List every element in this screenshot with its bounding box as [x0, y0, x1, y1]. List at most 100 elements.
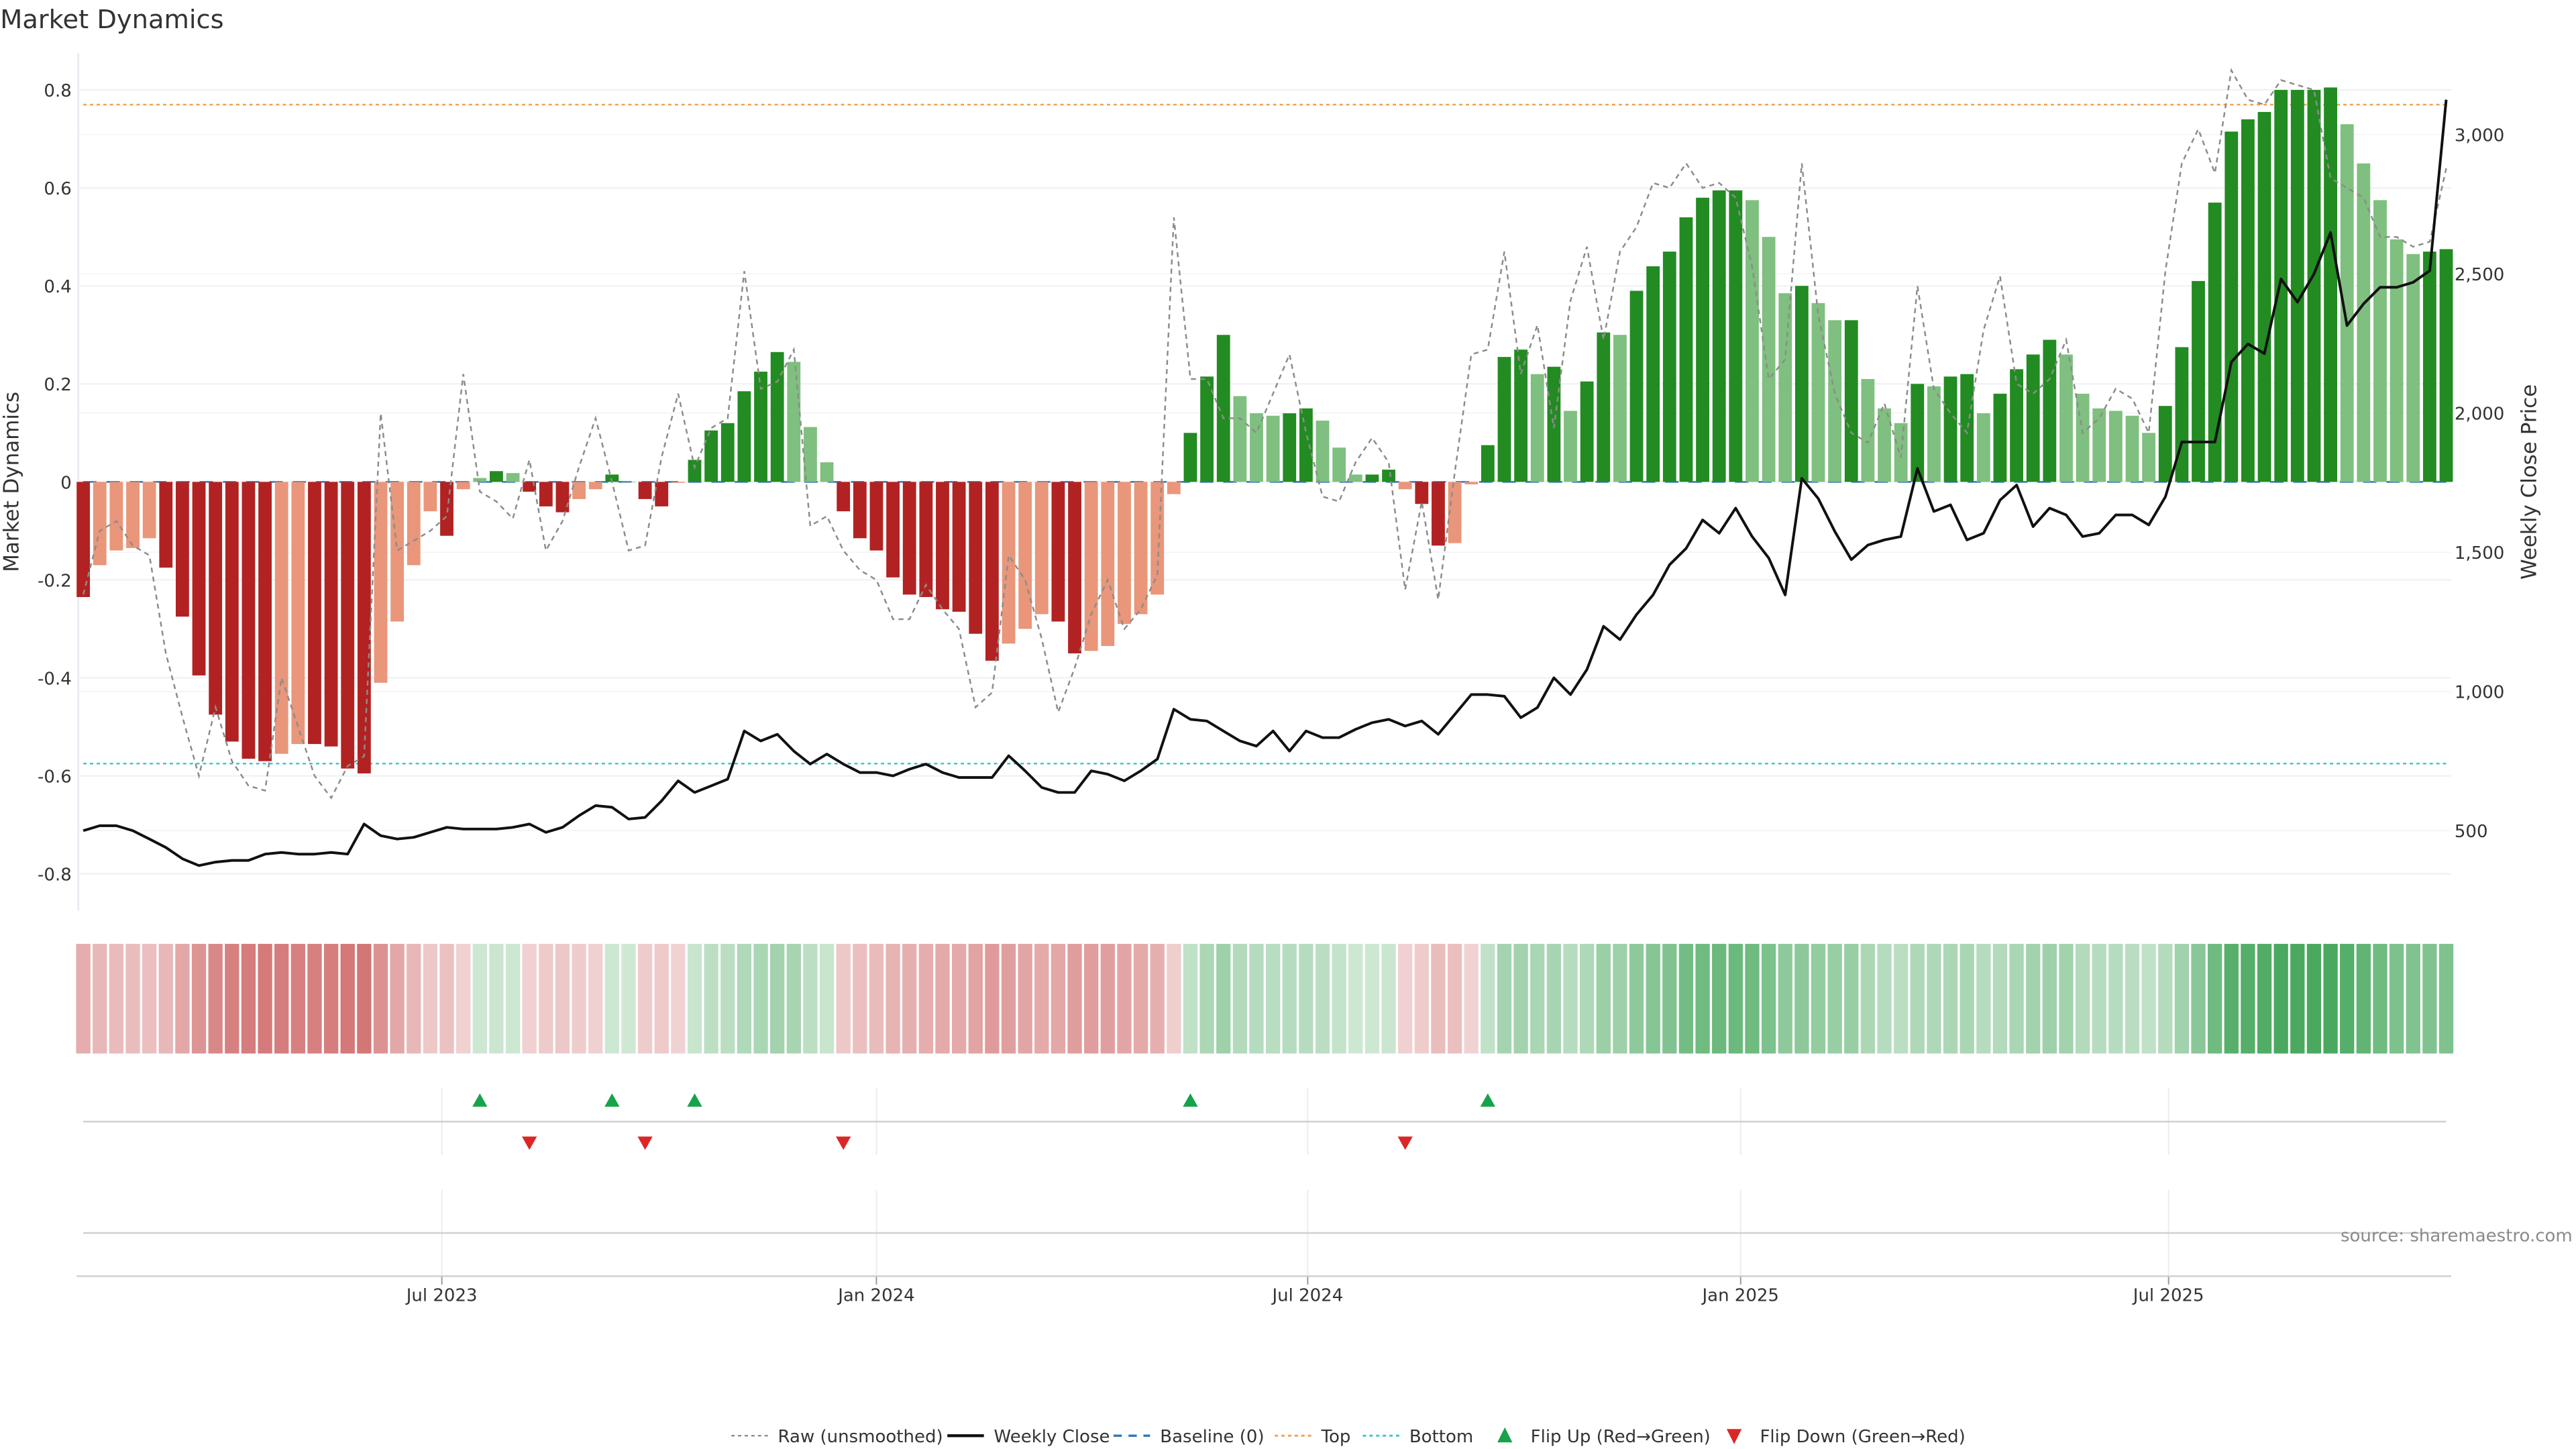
bar [2175, 347, 2189, 482]
heatmap-cell [1414, 943, 1429, 1054]
heatmap-cell [76, 943, 91, 1054]
bar [2108, 411, 2123, 482]
bar [605, 474, 619, 482]
heatmap-cell [2092, 943, 2106, 1054]
bar [341, 482, 355, 769]
bar [1861, 378, 1875, 482]
heatmap-cell [1695, 943, 1710, 1054]
raw-unsmoothed-line [82, 68, 2447, 800]
flip-up-marker [1183, 1093, 1198, 1107]
bar [2422, 252, 2436, 482]
y-tick-label: -0.6 [38, 767, 72, 787]
heatmap-cell [1976, 943, 1991, 1054]
flip-up-marker [1480, 1093, 1496, 1107]
bar [1878, 408, 1891, 482]
heatmap-cell [1563, 943, 1578, 1054]
legend-label: Bottom [1409, 1427, 1473, 1447]
heatmap-cell [1811, 943, 1826, 1054]
heatmap-cell [1513, 943, 1528, 1054]
bar [1051, 482, 1065, 622]
heatmap-cell [654, 943, 669, 1054]
heatmap-cell [2406, 943, 2420, 1054]
bar [2192, 280, 2205, 482]
heatmap-cell [390, 943, 405, 1054]
heatmap-cell [1084, 943, 1099, 1054]
bar [2373, 200, 2387, 482]
heatmap-cell [1133, 943, 1148, 1054]
heatmap-cell [1497, 943, 1512, 1054]
heatmap-cell [1877, 943, 1892, 1054]
bar [1002, 482, 1016, 644]
heatmap-cell [1530, 943, 1545, 1054]
heatmap-cell [1662, 943, 1677, 1054]
bar [2224, 131, 2239, 482]
heatmap-cell [1150, 943, 1165, 1054]
heatmap-cell [1794, 943, 1809, 1054]
bar [902, 482, 916, 595]
bar [952, 482, 966, 612]
bar [1497, 357, 1511, 482]
bar [1432, 482, 1445, 546]
heatmap-cell [1761, 943, 1776, 1054]
heatmap-cell [93, 943, 107, 1054]
bar [1481, 445, 1495, 482]
heatmap-cell [1910, 943, 1925, 1054]
heatmap-cell [687, 943, 702, 1054]
bar [159, 482, 173, 568]
bar [720, 423, 735, 482]
heatmap-cell [753, 943, 768, 1054]
heatmap-cell [1481, 943, 1495, 1054]
legend-label: Flip Up (Red→Green) [1531, 1427, 1711, 1447]
heatmap-cell [704, 943, 718, 1054]
bar [1746, 200, 1759, 482]
heatmap-cell [407, 943, 421, 1054]
bars [76, 87, 2453, 773]
heatmap-cell [2108, 943, 2123, 1054]
heatmap-cell [1232, 943, 1248, 1054]
bar [473, 478, 487, 482]
bar [225, 482, 239, 742]
bar [374, 482, 388, 683]
bar [853, 482, 867, 539]
x-tick-label: Jul 2024 [1271, 1286, 1343, 1306]
heatmap-cell [786, 943, 801, 1054]
bar [506, 473, 520, 482]
heatmap-cell [1332, 943, 1346, 1054]
bar [1762, 237, 1776, 482]
legend-label: Raw (unsmoothed) [778, 1427, 943, 1447]
heatmap-cell [2356, 943, 2371, 1054]
bar [1564, 411, 1577, 482]
flip-down-marker [1397, 1136, 1413, 1150]
chart-title: Market Dynamics [0, 5, 223, 35]
bar [2290, 90, 2304, 482]
bar [274, 482, 288, 754]
heatmap-cell [1629, 943, 1644, 1054]
reference-lines [83, 103, 2447, 765]
bar [754, 372, 767, 482]
heatmap-cell [918, 943, 934, 1054]
bar [1250, 413, 1263, 482]
heatmap-cell [158, 943, 173, 1054]
heatmap-cell [2438, 943, 2454, 1054]
bar [1448, 482, 1462, 543]
weekly-close-line [83, 99, 2448, 867]
heatmap-cell [853, 943, 867, 1054]
y2-tick-label: 3,000 [2455, 125, 2504, 146]
bar [456, 482, 470, 490]
y-axis-label: Market Dynamics [0, 392, 24, 572]
heatmap-cell [2174, 943, 2190, 1054]
heatmap-cell [1364, 943, 1380, 1054]
bar [1729, 190, 1743, 482]
heatmap-cell [1265, 943, 1281, 1054]
bar [1696, 197, 1709, 482]
heatmap-cell [1067, 943, 1082, 1054]
flip-down-marker [637, 1136, 653, 1150]
heatmap-cell [2009, 943, 2024, 1054]
y-tick-label: 0.8 [44, 81, 71, 101]
heatmap-cell [1216, 943, 1231, 1054]
bar [390, 482, 405, 622]
x-axis: Jul 2023 Jan 2024 Jul 2024 Jan 2025 Jul 2025 [76, 1189, 2451, 1306]
heatmap-cell [1348, 943, 1363, 1054]
heatmap-cell [439, 943, 454, 1054]
heatmap-cell [1728, 943, 1743, 1054]
